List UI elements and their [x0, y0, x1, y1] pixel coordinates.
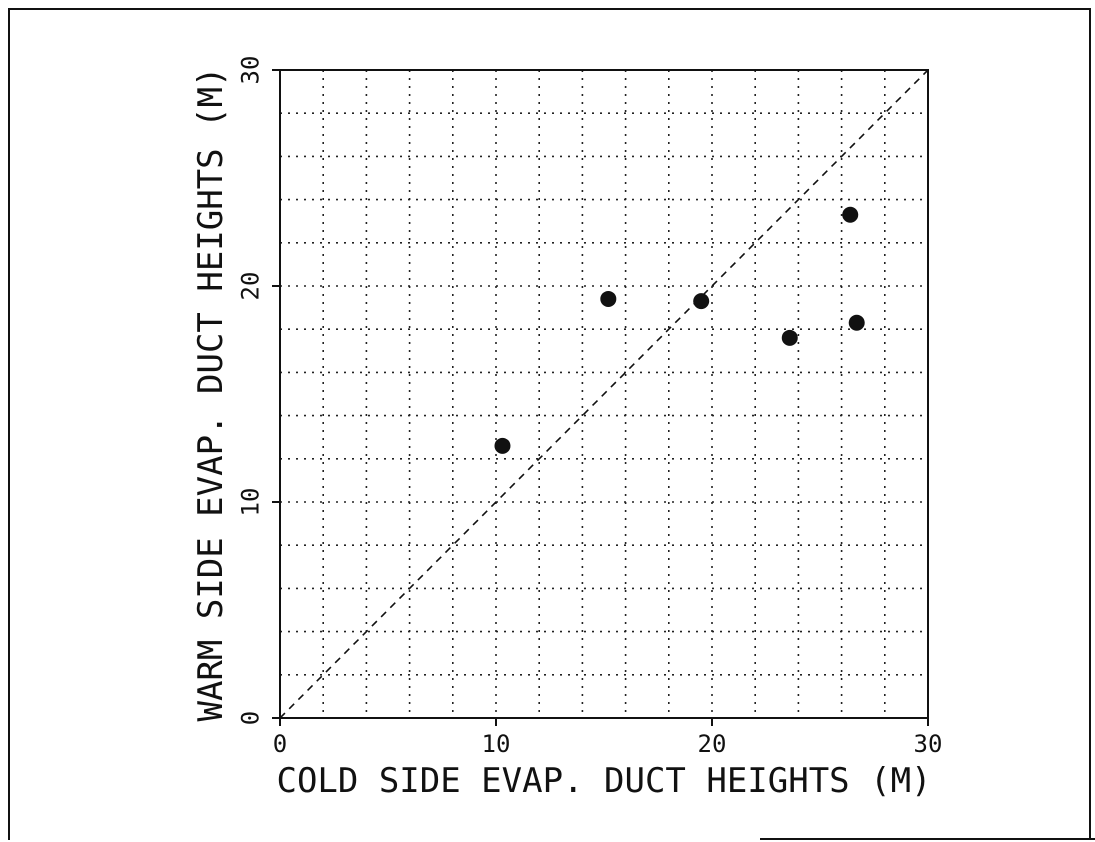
x-tick-label: 30	[914, 730, 943, 758]
x-tick-label: 10	[482, 730, 511, 758]
bottom-rule	[760, 838, 1095, 840]
data-point	[494, 437, 511, 454]
y-axis-title: WARM SIDE EVAP. DUCT HEIGHTS (M)	[191, 66, 231, 721]
data-point	[781, 329, 798, 346]
data-point	[600, 290, 617, 307]
y-tick-label: 0	[236, 711, 264, 725]
axis-ticks: 0 10 20 30 0 10 20 30	[236, 56, 942, 758]
figure-frame	[8, 8, 1091, 840]
data-point	[848, 314, 865, 331]
y-tick-label: 30	[236, 56, 264, 85]
y-tick-label: 10	[236, 488, 264, 517]
data-points	[494, 206, 865, 454]
data-point	[693, 293, 710, 310]
x-axis-title: COLD SIDE EVAP. DUCT HEIGHTS (M)	[276, 761, 931, 801]
y-tick-label: 20	[236, 272, 264, 301]
x-tick-label: 20	[698, 730, 727, 758]
plot-area-border	[279, 69, 929, 719]
x-tick-label: 0	[273, 730, 287, 758]
data-point	[842, 206, 859, 223]
reference-line	[279, 69, 929, 719]
reference-line-layer	[279, 69, 929, 719]
